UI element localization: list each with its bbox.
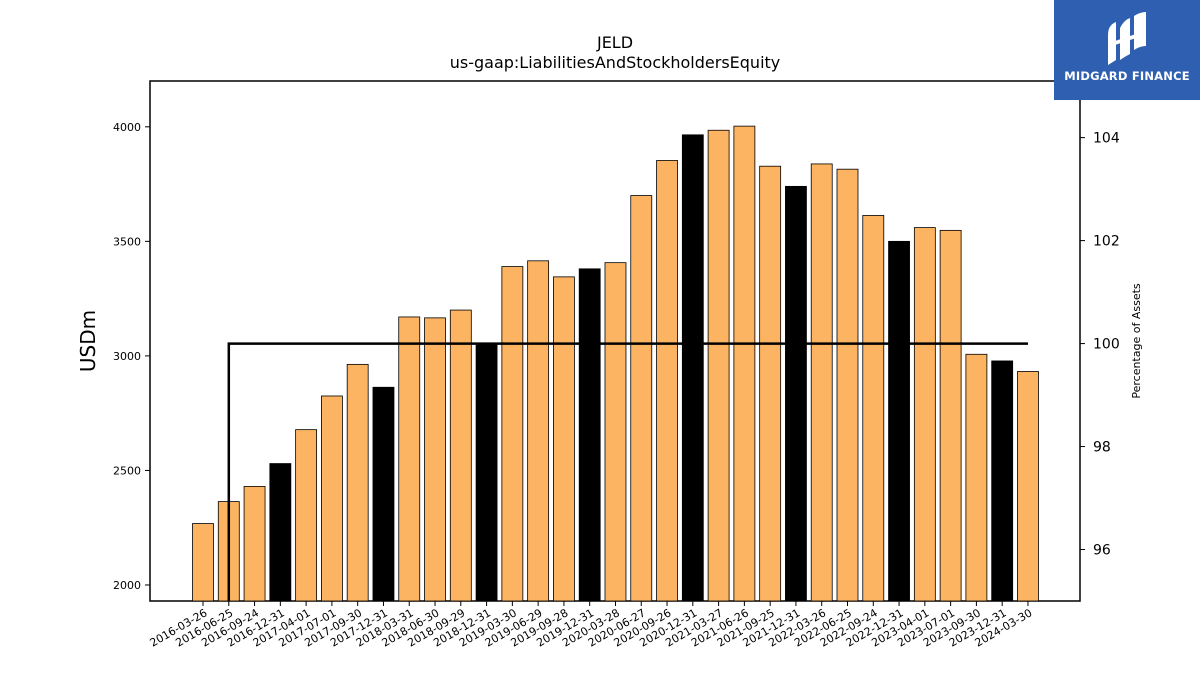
y-tick-label: 3000 — [113, 350, 141, 363]
bar — [733, 125, 756, 602]
bar — [424, 317, 446, 602]
chart-title: JELD — [596, 33, 633, 52]
y-tick-label: 2500 — [113, 464, 141, 477]
chart-subtitle: us-gaap:LiabilitiesAndStockholdersEquity — [450, 53, 781, 72]
percentage-line-group — [227, 342, 1028, 601]
y2-tick-label: 98 — [1093, 440, 1111, 456]
bar — [449, 309, 472, 602]
y-tick-label: 4000 — [113, 121, 141, 134]
bar — [707, 129, 730, 602]
bar — [656, 160, 678, 602]
bar — [810, 163, 833, 602]
y2-tick-label: 102 — [1093, 234, 1120, 250]
bar — [862, 215, 885, 602]
bar — [888, 240, 910, 602]
bar — [553, 276, 575, 602]
bar — [630, 195, 653, 602]
bar — [501, 266, 524, 602]
bar — [578, 268, 601, 602]
y-tick-label: 3500 — [113, 235, 141, 248]
bar — [939, 229, 962, 602]
bar — [269, 463, 292, 602]
bar — [295, 429, 318, 602]
bar — [475, 343, 498, 602]
bar — [1017, 371, 1039, 602]
bars-group — [192, 125, 1039, 602]
bar — [192, 523, 214, 602]
y2-tick-label: 104 — [1093, 131, 1120, 147]
y-tick-label: 2000 — [113, 579, 141, 592]
y2-axis-label: Percentage of Assets — [1130, 283, 1143, 399]
bar — [759, 165, 782, 602]
y2-tick-label: 96 — [1093, 543, 1111, 559]
bar — [372, 386, 395, 602]
bar — [604, 262, 627, 602]
bar — [243, 486, 266, 602]
midgard-finance-logo: MIDGARD FINANCE — [1054, 0, 1200, 100]
bar — [913, 227, 936, 602]
bar — [346, 363, 369, 602]
logo-text: MIDGARD FINANCE — [1064, 69, 1190, 83]
percentage-line — [227, 342, 1028, 601]
bar — [836, 168, 859, 602]
bar — [527, 260, 550, 602]
axes-group: 2000250030003500400096981001021042016-03… — [113, 121, 1120, 650]
bar — [785, 185, 807, 602]
bar — [965, 353, 988, 602]
bar — [681, 134, 704, 602]
bar — [320, 395, 343, 602]
y2-tick-label: 100 — [1093, 337, 1120, 353]
midgard-logo-icon — [1108, 12, 1146, 65]
bar — [991, 360, 1014, 602]
bar — [398, 316, 421, 602]
y-axis-label: USDm — [76, 310, 100, 372]
